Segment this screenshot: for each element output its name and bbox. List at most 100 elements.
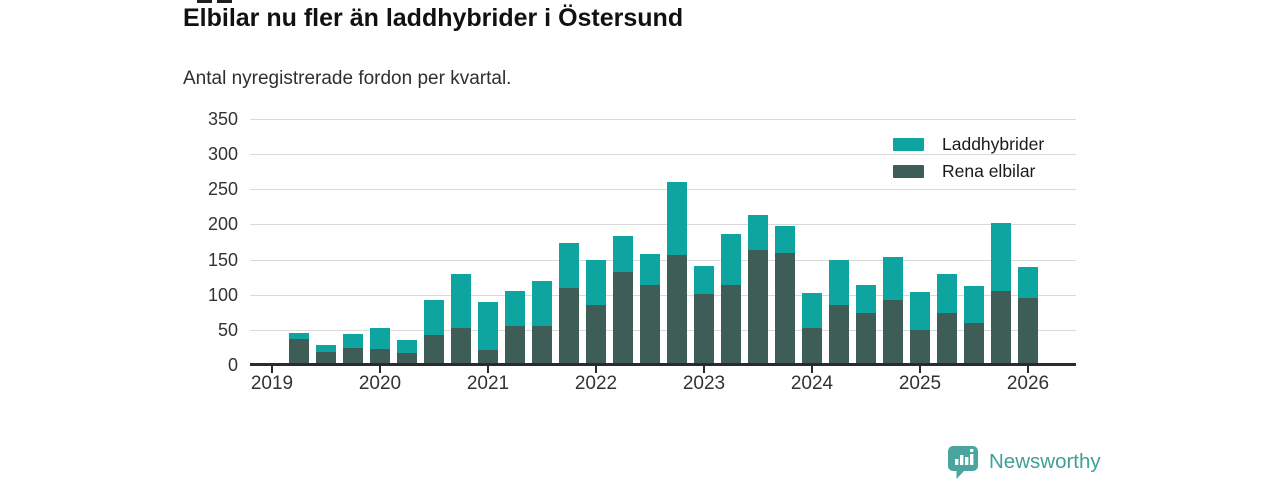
segment-laddhybrider bbox=[424, 300, 444, 335]
segment-rena-elbilar bbox=[748, 249, 768, 365]
segment-rena-elbilar bbox=[721, 284, 741, 365]
cropped-artifact-mark bbox=[217, 0, 232, 3]
x-tick-label-2026: 2026 bbox=[1006, 373, 1050, 394]
x-tick-label-2019: 2019 bbox=[250, 373, 294, 394]
segment-laddhybrider bbox=[964, 286, 984, 323]
segment-rena-elbilar bbox=[1018, 298, 1038, 365]
chart-subtitle: Antal nyregistrerade fordon per kvartal. bbox=[183, 68, 512, 89]
segment-laddhybrider bbox=[910, 291, 930, 330]
segment-laddhybrider bbox=[478, 301, 498, 351]
brand-name: Newsworthy bbox=[989, 450, 1101, 473]
segment-rena-elbilar bbox=[964, 322, 984, 365]
y-tick-label-300: 300 bbox=[207, 144, 238, 165]
bar-2020-q1 bbox=[370, 328, 390, 365]
segment-rena-elbilar bbox=[343, 348, 363, 365]
footer-brand: Newsworthy bbox=[947, 445, 1101, 479]
bar-2021-q1 bbox=[478, 301, 498, 365]
segment-rena-elbilar bbox=[316, 351, 336, 365]
segment-laddhybrider bbox=[883, 256, 903, 301]
y-tick-label-100: 100 bbox=[207, 284, 238, 305]
segment-laddhybrider bbox=[802, 292, 822, 328]
segment-laddhybrider bbox=[586, 259, 606, 305]
bar-2022-q3 bbox=[640, 253, 660, 365]
gridline-100 bbox=[250, 294, 1076, 296]
segment-rena-elbilar bbox=[586, 304, 606, 365]
segment-laddhybrider bbox=[451, 274, 471, 328]
x-axis-line bbox=[250, 363, 1076, 366]
x-tick-label-2021: 2021 bbox=[466, 373, 510, 394]
segment-laddhybrider bbox=[640, 253, 660, 285]
segment-rena-elbilar bbox=[856, 313, 876, 365]
legend-swatch-laddhybrider bbox=[893, 137, 924, 151]
bar-2025-q1 bbox=[910, 291, 930, 365]
y-tick-label-350: 350 bbox=[207, 109, 238, 129]
segment-laddhybrider bbox=[532, 281, 552, 326]
segment-rena-elbilar bbox=[478, 350, 498, 365]
segment-laddhybrider bbox=[505, 291, 525, 327]
segment-laddhybrider bbox=[316, 345, 336, 352]
x-tick-2020 bbox=[379, 366, 381, 373]
bar-2020-q3 bbox=[424, 300, 444, 365]
bar-2022-q1 bbox=[586, 259, 606, 365]
segment-laddhybrider bbox=[559, 243, 579, 289]
gridline-250 bbox=[250, 189, 1076, 191]
bar-2024-q4 bbox=[883, 256, 903, 365]
segment-rena-elbilar bbox=[883, 300, 903, 365]
y-tick-label-200: 200 bbox=[207, 214, 238, 235]
bar-2019-q3 bbox=[316, 345, 336, 365]
segment-rena-elbilar bbox=[775, 253, 795, 365]
segment-rena-elbilar bbox=[829, 304, 849, 365]
x-tick-label-2023: 2023 bbox=[682, 373, 726, 394]
y-tick-label-0: 0 bbox=[227, 355, 238, 375]
segment-laddhybrider bbox=[856, 284, 876, 313]
segment-rena-elbilar bbox=[694, 294, 714, 365]
segment-laddhybrider bbox=[937, 273, 957, 313]
bar-2019-q2 bbox=[289, 332, 309, 365]
legend-item-rena-elbilar: Rena elbilar bbox=[893, 161, 1044, 181]
x-tick-2023 bbox=[703, 366, 705, 373]
segment-rena-elbilar bbox=[397, 353, 417, 365]
segment-laddhybrider bbox=[721, 234, 741, 285]
bar-2025-q2 bbox=[937, 273, 957, 365]
y-tick-label-250: 250 bbox=[207, 179, 238, 200]
x-tick-2019 bbox=[271, 366, 273, 373]
bar-2023-q1 bbox=[694, 265, 714, 365]
bar-2025-q4 bbox=[991, 223, 1011, 365]
legend-label: Rena elbilar bbox=[942, 160, 1036, 181]
gridline-50 bbox=[250, 329, 1076, 331]
segment-laddhybrider bbox=[1018, 266, 1038, 299]
segment-laddhybrider bbox=[289, 332, 309, 339]
chart-title: Elbilar nu fler än laddhybrider i Östers… bbox=[183, 4, 684, 32]
segment-rena-elbilar bbox=[667, 255, 687, 365]
y-tick-label-150: 150 bbox=[207, 249, 238, 270]
segment-rena-elbilar bbox=[370, 348, 390, 365]
x-tick-2022 bbox=[595, 366, 597, 373]
x-tick-2025 bbox=[919, 366, 921, 373]
segment-laddhybrider bbox=[370, 328, 390, 349]
x-tick-label-2025: 2025 bbox=[898, 373, 942, 394]
x-tick-label-2024: 2024 bbox=[790, 373, 834, 394]
legend-item-laddhybrider: Laddhybrider bbox=[893, 134, 1044, 154]
cropped-artifact-mark bbox=[197, 0, 212, 3]
segment-rena-elbilar bbox=[559, 288, 579, 365]
gridline-350 bbox=[250, 119, 1076, 120]
segment-rena-elbilar bbox=[289, 339, 309, 365]
segment-rena-elbilar bbox=[451, 327, 471, 365]
bar-2021-q3 bbox=[532, 281, 552, 365]
gridline-300 bbox=[250, 154, 1076, 156]
segment-laddhybrider bbox=[829, 260, 849, 305]
segment-rena-elbilar bbox=[991, 291, 1011, 365]
segment-laddhybrider bbox=[694, 265, 714, 295]
segment-laddhybrider bbox=[775, 225, 795, 254]
gridline-150 bbox=[250, 259, 1076, 261]
bar-2024-q2 bbox=[829, 260, 849, 365]
x-tick-label-2020: 2020 bbox=[358, 373, 402, 394]
bar-2023-q3 bbox=[748, 215, 768, 365]
segment-laddhybrider bbox=[748, 215, 768, 250]
bar-2019-q4 bbox=[343, 334, 363, 365]
bar-2024-q3 bbox=[856, 284, 876, 365]
segment-rena-elbilar bbox=[937, 313, 957, 365]
y-tick-label-50: 50 bbox=[217, 319, 238, 340]
segment-laddhybrider bbox=[613, 236, 633, 272]
